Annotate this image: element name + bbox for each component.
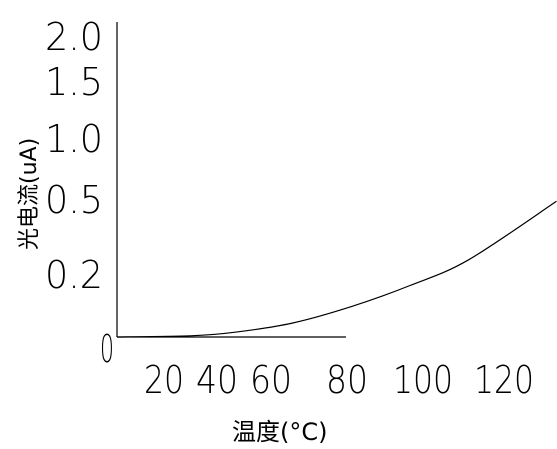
series-line <box>116 200 557 338</box>
x-tick-label: 40 <box>196 358 238 402</box>
x-axis-title: 温度(°C) <box>232 418 327 446</box>
y-tick-label: 1.5 <box>45 60 103 104</box>
y-axis-title: 光电流(uA) <box>17 138 42 250</box>
y-tick-label: 0.5 <box>45 178 103 222</box>
x-tick-label: 0 <box>100 327 114 371</box>
y-tick-label: 0.2 <box>45 253 103 297</box>
x-tick-label: 60 <box>250 358 292 402</box>
x-tick-label: 80 <box>326 358 368 402</box>
x-tick-labels: 0 20 40 60 80 100 120 <box>100 327 534 402</box>
x-tick-label: 120 <box>474 358 534 402</box>
y-tick-label: 1.0 <box>45 117 103 161</box>
y-tick-label: 2.0 <box>45 15 103 59</box>
x-tick-label: 100 <box>393 358 453 402</box>
y-tick-labels: 0.2 0.5 1.0 1.52.0 <box>45 15 103 297</box>
x-tick-label: 20 <box>144 358 184 402</box>
